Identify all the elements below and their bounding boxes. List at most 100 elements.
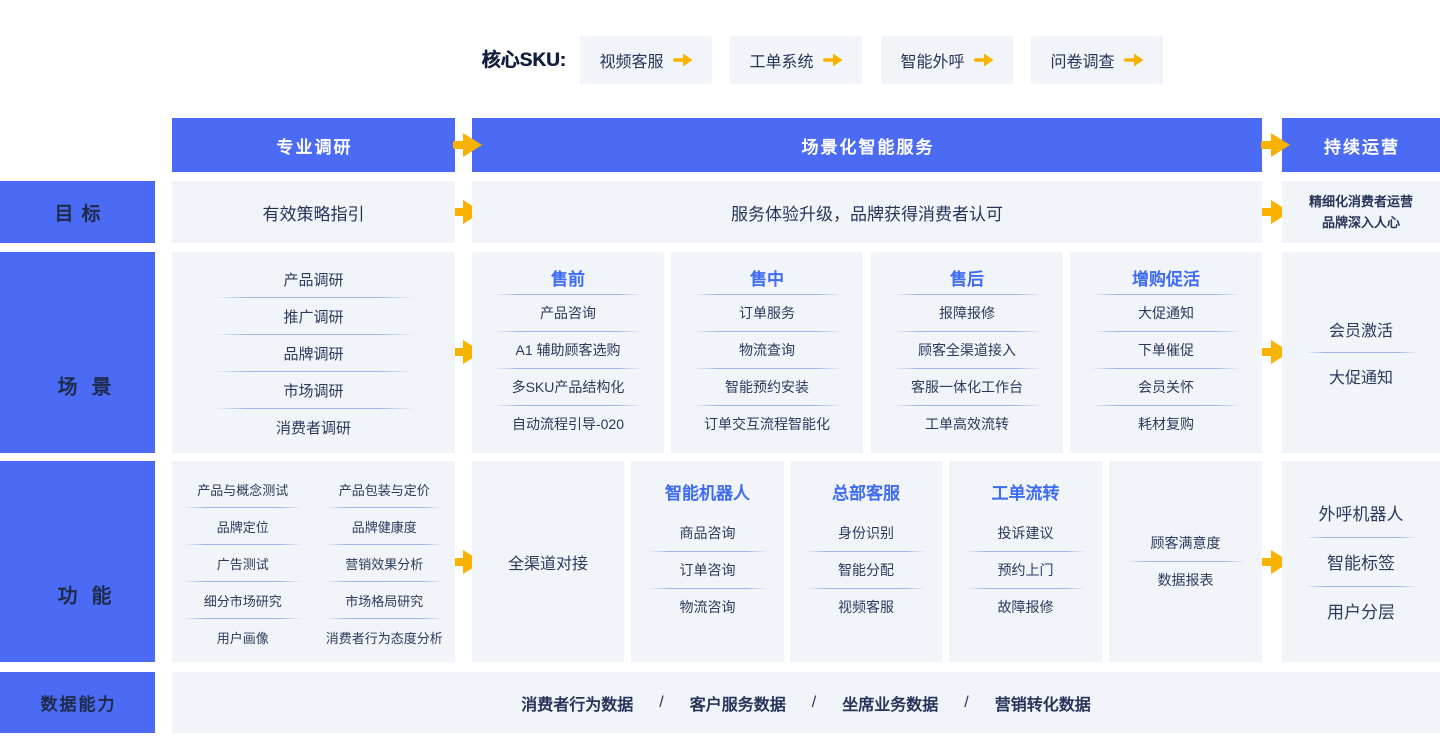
list-item: 大促通知 (1138, 305, 1194, 321)
divider (692, 331, 842, 332)
list-item: 物流查询 (739, 342, 795, 358)
list-item: 会员激活 (1328, 323, 1393, 340)
list-item: 智能预约安装 (725, 379, 809, 395)
list-item: 产品与概念测试 (197, 482, 289, 498)
column-title: 增购促活 (1132, 269, 1200, 289)
list-item: 物流咨询 (679, 599, 736, 615)
column-title: 工单流转 (991, 483, 1060, 503)
divider (1091, 331, 1241, 332)
sku-card-video-service[interactable]: 视频客服 (580, 36, 712, 84)
divider (647, 551, 768, 552)
list-item: 视频客服 (838, 599, 894, 615)
divider (1091, 405, 1241, 406)
list-item: 自动流程引导-020 (511, 416, 625, 432)
divider (965, 588, 1086, 589)
divider (1305, 352, 1417, 353)
divider (493, 368, 643, 369)
right-arrow-icon (1123, 53, 1143, 67)
divider (325, 618, 443, 619)
goal-operation-line: 精细化消费者运营 (1308, 194, 1413, 209)
header-label: 场景化智能服务 (801, 137, 935, 157)
list-item: 报障报修 (939, 305, 995, 321)
divider (493, 405, 643, 406)
list-item: 产品调研 (283, 271, 344, 289)
divider (184, 507, 302, 508)
list-item: 客服一体化工作台 (911, 379, 1023, 395)
separator: / (659, 693, 664, 711)
sku-card-ticket-system[interactable]: 工单系统 (730, 36, 862, 84)
divider (1091, 368, 1241, 369)
divider (806, 588, 926, 589)
function-research-left-column: 产品与概念测试 品牌定位 广告测试 细分市场研究 用户画像 (172, 461, 314, 662)
list-item: 品牌健康度 (351, 519, 417, 535)
divider (1126, 561, 1245, 562)
function-research-right-column: 产品包装与定价 品牌健康度 营销效果分析 市场格局研究 消费者行为态度分析 (314, 461, 456, 662)
header-scenario-smart-service: 场景化智能服务 (472, 118, 1262, 172)
flow-arrow-icon (1261, 133, 1290, 157)
scene-column-insale: 售中 订单服务 物流查询 智能预约安装 订单交互流程智能化 (671, 252, 863, 453)
list-item: 消费者调研 (275, 419, 351, 437)
list-item: A1 辅助顾客选购 (515, 342, 621, 358)
scene-operation-box: 会员激活 大促通知 (1282, 252, 1440, 453)
list-item: 故障报修 (997, 599, 1054, 615)
header-professional-research: 专业调研 (172, 118, 455, 172)
list-item: 投诉建议 (997, 525, 1054, 541)
column-title: 总部客服 (832, 483, 900, 503)
header-continuous-operation: 持续运营 (1282, 118, 1440, 172)
list-item: 数据报表 (1157, 572, 1214, 588)
column-title: 售中 (750, 269, 784, 289)
sku-card-label: 工单系统 (749, 54, 814, 71)
scene-column-aftersale: 售后 报障报修 顾客全渠道接入 客服一体化工作台 工单高效流转 (871, 252, 1063, 453)
list-item: 外呼机器人 (1318, 505, 1404, 524)
divider (184, 544, 302, 545)
divider (1305, 585, 1417, 587)
divider (1305, 536, 1417, 538)
divider (213, 408, 414, 409)
divider (493, 331, 643, 332)
row-label-text: 场景 (57, 376, 126, 399)
sku-card-label: 问卷调查 (1050, 54, 1115, 71)
function-column-ticket-flow: 工单流转 投诉建议 预约上门 故障报修 (949, 461, 1102, 662)
function-operation-box: 外呼机器人 智能标签 用户分层 (1282, 461, 1440, 662)
divider (692, 294, 842, 295)
list-item: 推广调研 (283, 308, 344, 326)
row-label-goal: 目标 (0, 181, 155, 243)
flow-arrow-icon (453, 133, 482, 157)
sku-card-survey[interactable]: 问卷调查 (1031, 36, 1163, 84)
list-item: 身份识别 (838, 525, 894, 541)
data-capability-box: 消费者行为数据 / 客户服务数据 / 坐席业务数据 / 营销转化数据 (172, 672, 1440, 733)
list-item: 市场格局研究 (345, 593, 424, 609)
header-label: 专业调研 (276, 137, 353, 157)
divider (806, 551, 926, 552)
right-arrow-icon (672, 53, 692, 67)
function-metrics-box: 顾客满意度 数据报表 (1109, 461, 1262, 662)
flow-arrow-icon (1261, 340, 1290, 364)
goal-research-box: 有效策略指引 (172, 181, 455, 243)
list-item: 消费者行为态度分析 (325, 630, 443, 646)
divider (325, 507, 443, 508)
divider (213, 371, 414, 372)
scene-column-presale: 售前 产品咨询 A1 辅助顾客选购 多SKU产品结构化 自动流程引导-020 (472, 252, 664, 453)
list-item: 订单服务 (739, 305, 795, 321)
list-item: 工单高效流转 (925, 416, 1009, 432)
divider (692, 405, 842, 406)
right-arrow-icon (822, 53, 842, 67)
sku-card-smart-outbound[interactable]: 智能外呼 (881, 36, 1013, 84)
goal-operation-line: 品牌深入人心 (1321, 215, 1400, 230)
sku-card-label: 视频客服 (599, 54, 664, 71)
list-item: 顾客全渠道接入 (918, 342, 1016, 358)
list-item: 商品咨询 (679, 525, 736, 541)
list-item: 顾客满意度 (1150, 535, 1221, 551)
core-sku-label: 核心SKU: (481, 50, 566, 71)
divider (892, 331, 1042, 332)
function-omni-channel-box: 全渠道对接 (472, 461, 624, 662)
list-item: 用户分层 (1327, 603, 1395, 622)
row-label-data-capability: 数据能力 (0, 672, 155, 733)
divider (892, 368, 1042, 369)
list-item: 下单催促 (1138, 342, 1194, 358)
row-label-text: 功能 (57, 585, 126, 608)
list-item: 大促通知 (1328, 370, 1393, 387)
divider (325, 581, 443, 582)
data-item: 客户服务数据 (689, 696, 786, 714)
list-item: 耗材复购 (1138, 416, 1194, 432)
